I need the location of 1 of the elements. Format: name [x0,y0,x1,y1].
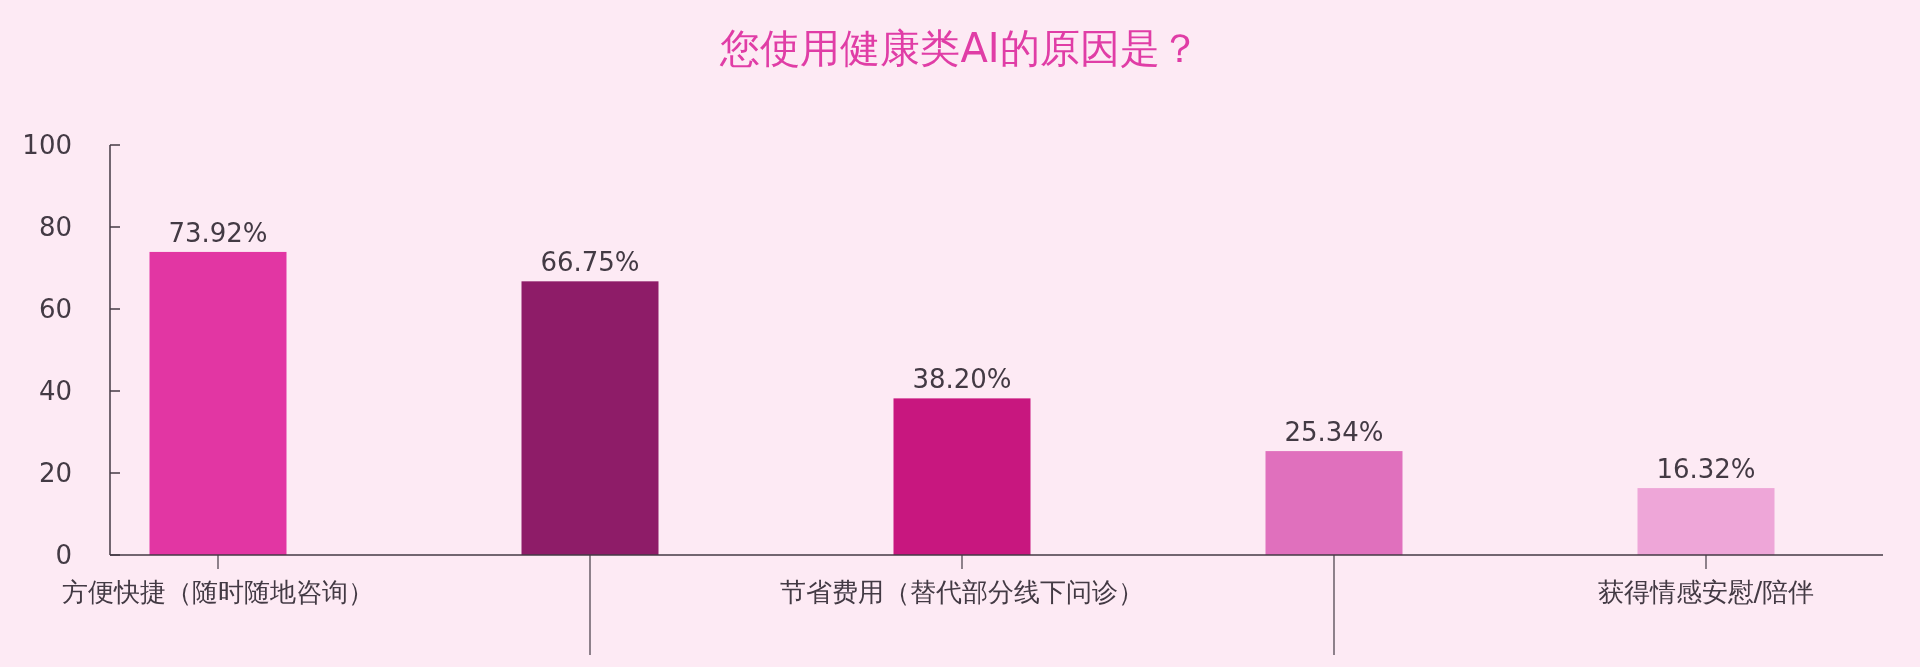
title: 您使用健康类AI的原因是？ [720,25,1200,71]
